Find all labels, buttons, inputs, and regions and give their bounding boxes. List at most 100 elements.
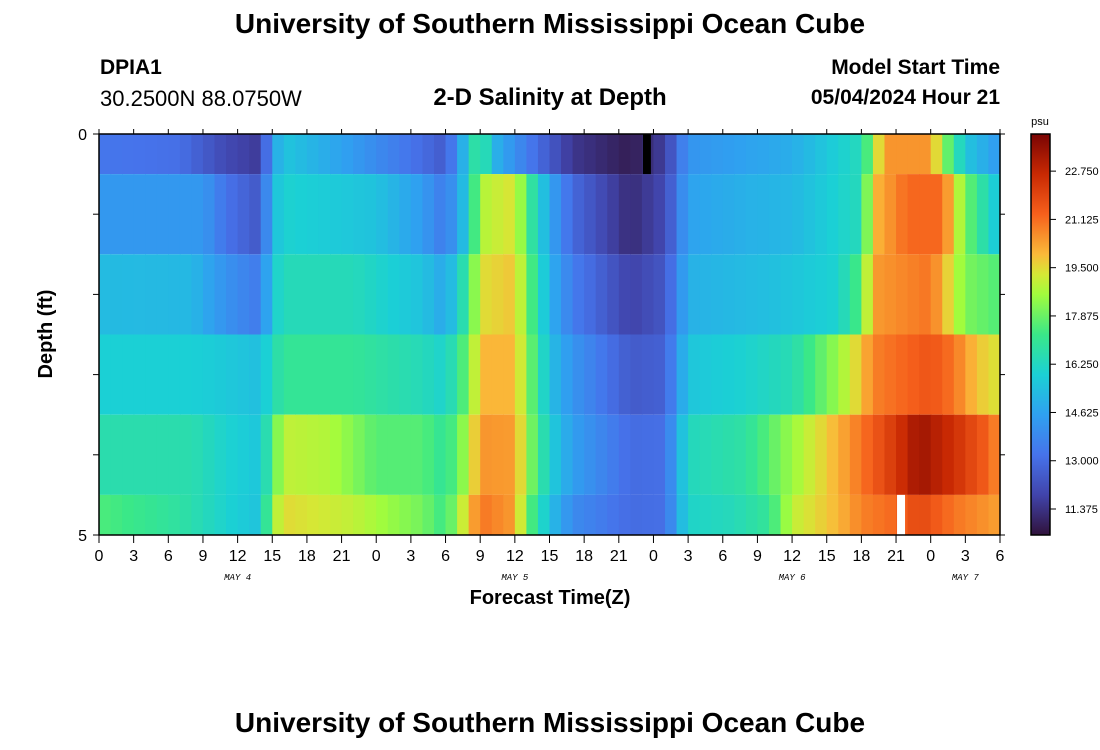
heatmap-cell	[191, 174, 204, 255]
heatmap-cell	[526, 134, 539, 175]
heatmap-cell	[745, 134, 759, 175]
heatmap-cell	[387, 174, 400, 255]
heatmap-cell	[399, 414, 412, 495]
heatmap-cell	[768, 334, 782, 415]
x-tick-label: 9	[753, 548, 762, 565]
heatmap-cell	[872, 254, 886, 335]
heatmap-cell	[965, 254, 978, 335]
heatmap-cell	[711, 414, 724, 495]
heatmap-cell	[665, 174, 678, 255]
heatmap-cell	[133, 254, 146, 335]
heatmap-cell	[283, 134, 296, 175]
heatmap-cell	[353, 334, 366, 415]
heatmap-cell	[468, 494, 481, 535]
heatmap-cell	[561, 414, 574, 495]
heatmap-cell	[688, 494, 701, 535]
heatmap-cell	[537, 174, 551, 255]
heatmap-cell	[665, 494, 678, 535]
heatmap-cell	[214, 174, 227, 255]
heatmap-cell	[549, 334, 562, 415]
heatmap-cell	[99, 134, 112, 175]
heatmap-cell	[780, 414, 793, 495]
heatmap-cell	[734, 174, 747, 255]
heatmap-cell	[491, 174, 504, 255]
heatmap-cell	[930, 134, 943, 175]
heatmap-cell	[965, 134, 978, 175]
heatmap-cell	[364, 414, 377, 495]
heatmap-cell	[122, 334, 135, 415]
heatmap-cell	[249, 254, 262, 335]
heatmap-cell	[942, 254, 955, 335]
heatmap-cell	[237, 134, 250, 175]
heatmap-cell	[618, 334, 631, 415]
heatmap-cell	[433, 414, 447, 495]
station-name: DPIA1	[100, 56, 162, 79]
heatmap-cell	[457, 414, 470, 495]
heatmap-cell	[468, 254, 481, 335]
heatmap-cell	[353, 414, 366, 495]
heatmap-cell	[330, 254, 343, 335]
heatmap-cell	[942, 134, 955, 175]
x-tick-label: 18	[575, 548, 593, 565]
heatmap-cell	[699, 174, 712, 255]
heatmap-cell	[202, 494, 216, 535]
heatmap-cell	[376, 254, 389, 335]
heatmap-cell	[757, 134, 770, 175]
heatmap-cell	[168, 414, 181, 495]
x-tick-label: 21	[610, 548, 628, 565]
heatmap-cell	[584, 254, 597, 335]
heatmap-cell	[930, 334, 943, 415]
heatmap-cell	[272, 254, 285, 335]
heatmap-cell	[318, 174, 331, 255]
x-tick-label: 18	[298, 548, 316, 565]
heatmap-cell	[445, 414, 458, 495]
heatmap-cell	[549, 134, 562, 175]
heatmap-cell	[711, 494, 724, 535]
heatmap-cell	[537, 134, 551, 175]
heatmap-cell	[99, 254, 112, 335]
colorbar-tick-label: 13.000	[1065, 456, 1099, 468]
heatmap-annotations	[642, 134, 906, 535]
heatmap-cell	[988, 414, 1001, 495]
heatmap-cell	[815, 334, 828, 415]
heatmap-cell	[168, 494, 181, 535]
heatmap-cell	[792, 134, 805, 175]
heatmap-cell	[607, 414, 620, 495]
heatmap-cell	[514, 494, 527, 535]
heatmap-cell	[237, 334, 250, 415]
heatmap-cell	[306, 414, 320, 495]
heatmap-cell	[387, 134, 400, 175]
heatmap-cell	[226, 334, 239, 415]
heatmap-cell	[722, 414, 735, 495]
heatmap-cell	[861, 494, 874, 535]
heatmap-cell	[688, 254, 701, 335]
x-tick-label: 18	[852, 548, 870, 565]
heatmap-cell	[572, 334, 585, 415]
heatmap-cell	[99, 174, 112, 255]
heatmap-cell	[815, 254, 828, 335]
heatmap-cell	[572, 134, 585, 175]
heatmap-cell	[780, 334, 793, 415]
heatmap-cell	[249, 174, 262, 255]
heatmap-cell	[919, 494, 932, 535]
heatmap-cell	[145, 174, 158, 255]
heatmap-cell	[318, 134, 331, 175]
heatmap-cell	[214, 494, 227, 535]
station-coordinates: 30.2500N 88.0750W	[100, 86, 302, 111]
heatmap-cell	[433, 134, 447, 175]
heatmap-cell	[226, 414, 239, 495]
heatmap-cell	[861, 254, 874, 335]
heatmap-cell	[942, 494, 955, 535]
heatmap-cell	[399, 334, 412, 415]
day-label: MAY 4	[224, 573, 251, 583]
heatmap-cell	[676, 174, 689, 255]
heatmap-cell	[330, 494, 343, 535]
heatmap-cell	[457, 334, 470, 415]
heatmap-cell	[815, 494, 828, 535]
heatmap-cell	[376, 494, 389, 535]
heatmap-cell	[122, 254, 135, 335]
heatmap-cell	[618, 494, 631, 535]
heatmap-cell	[884, 414, 897, 495]
heatmap-cell	[364, 254, 377, 335]
x-tick-label: 15	[263, 548, 281, 565]
